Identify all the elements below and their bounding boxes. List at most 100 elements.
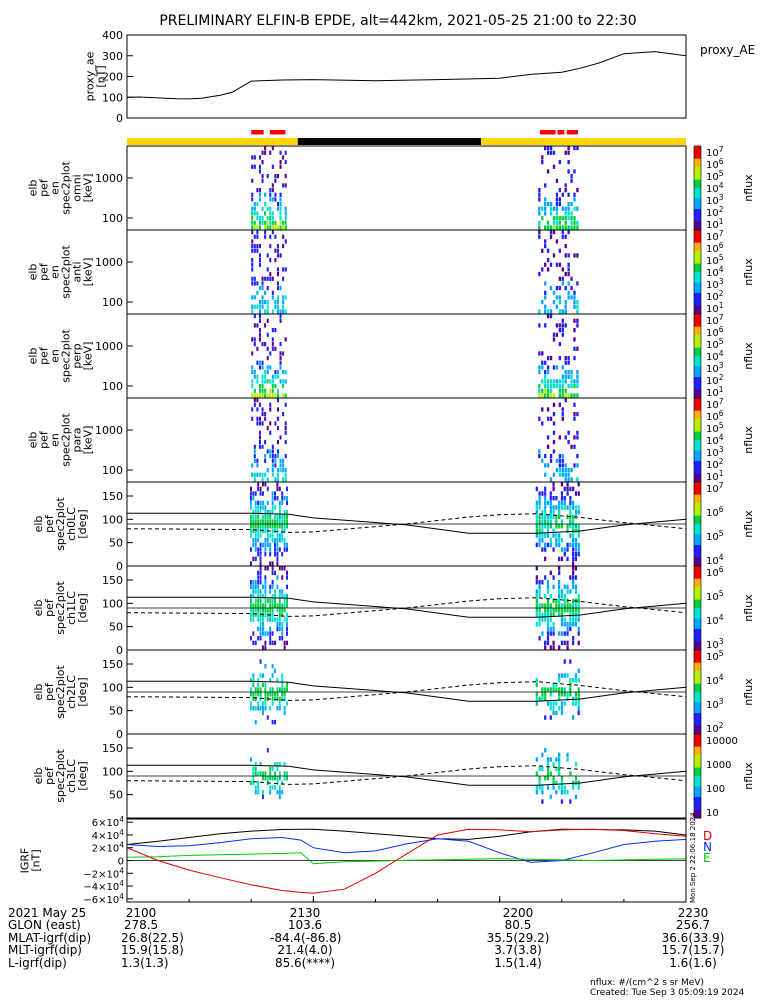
colorbar-step <box>694 647 701 651</box>
spectrogram-cell <box>276 454 280 459</box>
pitch-angle-cell <box>262 608 264 613</box>
colorbar-step <box>694 534 701 538</box>
pitch-angle-cell <box>558 757 561 762</box>
spectrogram-cell <box>546 258 550 263</box>
pitch-angle-cell <box>257 785 260 790</box>
pitch-angle-cell <box>541 752 544 758</box>
pitch-angle-cell <box>577 626 580 632</box>
colorbar-step <box>694 570 701 573</box>
pitch-angle-cell <box>563 505 566 510</box>
pitch-angle-cell <box>269 514 272 520</box>
pitch-angle-cell <box>563 500 566 506</box>
spectrogram-cell <box>258 384 262 389</box>
spectrogram-cell <box>261 472 264 477</box>
pitch-angle-cell <box>541 696 544 702</box>
spectrogram-cell <box>546 365 550 370</box>
pitch-angle-cell <box>264 584 267 590</box>
pitch-angle-cell <box>555 514 558 520</box>
pitch-angle-cell <box>271 692 274 697</box>
pitch-angle-cell <box>274 528 276 534</box>
spectrogram-cell <box>269 351 272 356</box>
pitch-angle-cell <box>558 556 561 562</box>
pitch-angle-cell <box>574 510 578 515</box>
pitch-angle-cell <box>276 547 279 552</box>
pitch-angle-cell <box>549 514 552 520</box>
pitch-angle-cell <box>286 701 289 706</box>
spectrogram-cell <box>573 146 576 151</box>
loss-cone-line <box>127 512 687 534</box>
pitch-angle-cell <box>544 510 547 515</box>
pitch-angle-cell <box>264 696 267 702</box>
pitch-angle-cell <box>278 762 281 767</box>
spectrogram-cell <box>549 393 553 398</box>
pitch-angle-cell <box>259 608 262 613</box>
pitch-angle-cell <box>264 519 267 524</box>
ae-tick-label: 300 <box>102 50 123 63</box>
created-footnote: Created: Tue Sep 3 05:09:19 2024 <box>590 988 745 998</box>
spectrogram-cell <box>558 276 562 281</box>
spectrogram-cell <box>258 314 262 319</box>
pitch-angle-cell <box>566 752 569 758</box>
pitch-angle-cell <box>283 542 286 548</box>
spectrogram-cell <box>573 225 576 230</box>
colorbar-step <box>694 503 701 506</box>
ylabel-line: [deg] <box>76 677 89 706</box>
pitch-angle-cell <box>269 608 272 613</box>
pitch-angle-cell <box>574 524 578 529</box>
colorbar-step <box>694 448 701 451</box>
colorbar-step <box>694 477 701 481</box>
colorbar-tick-label: 105 <box>706 421 724 435</box>
spectrogram-cell <box>552 206 556 211</box>
colorbar-step <box>694 307 701 311</box>
pitch-angle-cell <box>574 762 578 767</box>
pitch-angle-cell <box>541 519 544 524</box>
colorbar-step <box>694 685 701 689</box>
spectrogram-cell <box>264 300 267 305</box>
pitch-angle-cell <box>549 491 552 496</box>
spectrogram-cell <box>271 197 274 202</box>
spectrogram-cell <box>538 365 541 370</box>
spectrogram-cell <box>567 295 570 300</box>
spectrogram-cell <box>269 216 272 221</box>
pitch-angle-cell <box>549 706 552 711</box>
spectrogram-cell <box>561 234 564 239</box>
pitch-angle-cell <box>549 570 552 576</box>
colorbar-step <box>694 723 701 727</box>
pitch-angle-cell <box>555 598 558 604</box>
pitch-angle-cell <box>538 533 541 538</box>
pitch-angle-cell <box>266 524 269 529</box>
pitch-angle-cell <box>254 598 257 604</box>
spectrogram-cell <box>276 449 280 454</box>
pitch-angle-cell <box>560 519 564 524</box>
pitch-angle-cell <box>252 640 255 646</box>
pitch-angle-cell <box>254 505 257 510</box>
spectrogram-cell <box>558 295 562 300</box>
colorbar-tick-label: 107 <box>706 481 724 495</box>
colorbar-step <box>694 435 701 439</box>
pitch-angle-cell <box>572 580 575 585</box>
pitch-angle-cell <box>535 566 538 571</box>
colorbar-step <box>694 767 701 771</box>
spectrogram-cell <box>567 146 570 151</box>
pitch-angle-cell <box>546 580 550 585</box>
pitch-angle-cell <box>257 706 260 711</box>
spectrogram-cell <box>264 416 267 421</box>
pitch-angle-cell <box>266 566 269 571</box>
spectrogram-cell <box>567 262 570 267</box>
colorbar-step <box>694 402 701 405</box>
pitch-angle-cell <box>259 626 262 632</box>
pitch-angle-cell <box>538 780 541 786</box>
colorbar-step <box>694 202 701 206</box>
pitch-angle-cell <box>577 785 580 790</box>
spectrogram-cell <box>276 416 280 421</box>
spectrogram-cell <box>266 225 269 230</box>
pitch-angle-cell <box>252 603 255 608</box>
pitch-angle-cell <box>283 510 286 515</box>
spectrogram-cell <box>271 444 274 449</box>
colorbar-step <box>694 253 701 256</box>
pitch-angle-cell <box>278 566 281 571</box>
spectrogram-cell <box>567 356 570 361</box>
colorbar-step <box>694 154 701 157</box>
spectrogram-cell <box>251 416 254 421</box>
